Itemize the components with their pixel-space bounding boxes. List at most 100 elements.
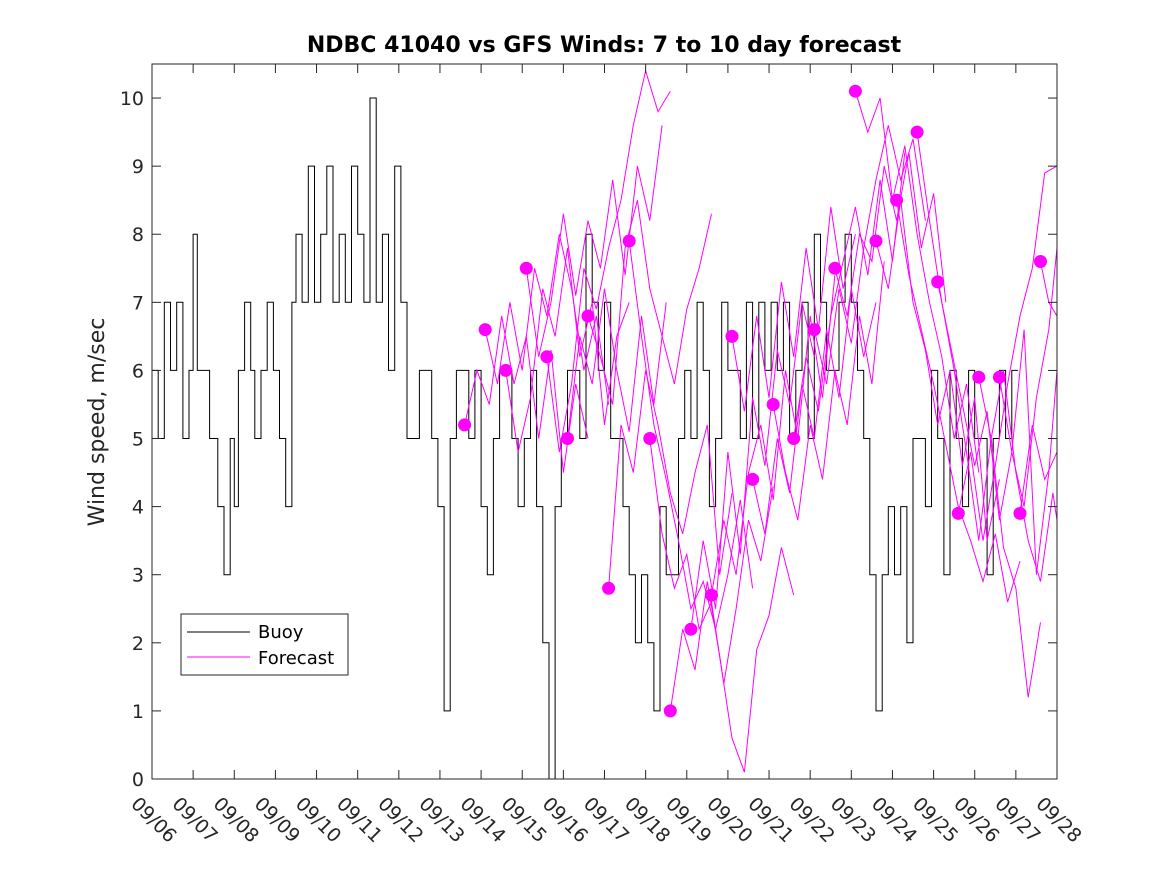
- y-axis-ticks: 0 1 2 3 4 5 6 7 8 9 10: [120, 88, 1057, 791]
- y-tick-label: 8: [132, 224, 144, 246]
- forecast-series-line: [669, 547, 795, 773]
- x-tick-label: 09/15: [497, 793, 551, 847]
- legend-forecast-label: Forecast: [258, 648, 334, 669]
- x-tick-label: 09/18: [620, 793, 674, 847]
- x-tick-label: 09/19: [661, 793, 715, 847]
- forecast-start-marker: [890, 193, 904, 207]
- forecast-series-line: [772, 261, 885, 521]
- forecast-start-marker: [1013, 506, 1027, 520]
- forecast-start-marker: [787, 432, 801, 445]
- forecast-start-marker: [705, 588, 718, 602]
- forecast-series-line: [978, 370, 1058, 582]
- legend-box: [180, 613, 349, 676]
- forecast-start-marker: [807, 323, 821, 337]
- forecast-series-line: [896, 200, 1021, 603]
- forecast-series-line: [813, 125, 926, 385]
- y-tick-label: 4: [132, 497, 144, 519]
- legend-buoy-label: Buoy: [258, 622, 304, 643]
- x-tick-label: 09/08: [209, 793, 263, 847]
- forecast-series-line: [1019, 424, 1058, 514]
- x-tick-label: 09/27: [990, 793, 1044, 847]
- legend: Buoy Forecast: [180, 613, 349, 676]
- x-tick-label: 09/12: [373, 793, 427, 847]
- forecast-start-marker: [663, 704, 677, 718]
- x-tick-label: 09/09: [250, 793, 304, 847]
- forecast-start-marker: [478, 323, 492, 337]
- x-axis-ticks: 09/0609/0709/0809/0909/1009/1109/1209/13…: [126, 64, 1086, 847]
- forecast-start-marker: [848, 84, 862, 98]
- x-tick-label: 09/06: [126, 793, 180, 847]
- forecast-series-line: [916, 132, 1041, 698]
- x-tick-label: 09/13: [414, 793, 468, 847]
- forecast-start-marker: [931, 275, 945, 289]
- forecast-series-line: [875, 200, 1000, 541]
- forecast-start-marker: [910, 125, 924, 139]
- x-tick-label: 09/21: [744, 793, 798, 847]
- forecast-start-marker: [746, 472, 760, 486]
- forecast-start-marker: [992, 370, 1006, 384]
- y-tick-label: 3: [132, 565, 144, 587]
- x-tick-label: 09/24: [867, 793, 921, 847]
- forecast-start-marker: [869, 234, 883, 248]
- x-tick-label: 09/22: [785, 793, 839, 847]
- forecast-series-line: [505, 247, 630, 453]
- y-tick-label: 2: [132, 633, 144, 655]
- x-tick-label: 09/17: [579, 793, 633, 847]
- forecast-start-marker: [458, 418, 472, 432]
- forecast-series-line: [937, 247, 1058, 521]
- x-tick-label: 09/10: [291, 793, 345, 847]
- y-tick-label: 0: [132, 769, 144, 791]
- forecast-series-line: [628, 240, 754, 630]
- forecast-start-marker: [499, 363, 513, 377]
- forecast-start-marker: [766, 398, 780, 411]
- forecast-start-marker: [561, 432, 574, 445]
- x-tick-label: 09/07: [168, 793, 222, 847]
- forecast-series-line: [546, 68, 671, 453]
- y-tick-label: 9: [132, 156, 144, 178]
- forecast-series-line: [731, 206, 856, 412]
- forecast-series-line: [690, 302, 815, 630]
- forecast-start-marker: [622, 234, 636, 248]
- buoy-series-layer: [152, 97, 1018, 780]
- x-tick-label: 09/26: [949, 793, 1003, 847]
- y-tick-label: 6: [132, 360, 144, 382]
- forecast-series-line: [711, 275, 836, 596]
- x-tick-label: 09/20: [702, 793, 756, 847]
- y-tick-label: 10: [120, 88, 144, 110]
- y-tick-label: 5: [132, 429, 144, 451]
- x-tick-label: 09/28: [1031, 793, 1085, 847]
- forecast-start-marker: [643, 432, 657, 445]
- y-tick-label: 7: [132, 292, 144, 314]
- forecast-series-line: [608, 370, 733, 589]
- forecast-series-line: [587, 200, 712, 405]
- forecast-series-line: [957, 165, 1058, 541]
- forecast-start-marker: [951, 506, 965, 520]
- y-tick-label: 1: [132, 701, 144, 723]
- chart-title: NDBC 41040 vs GFS Winds: 7 to 10 day for…: [307, 33, 902, 58]
- y-axis-label: Wind speed, m/sec: [85, 318, 110, 527]
- forecast-series-line: [567, 288, 667, 439]
- buoy-series-line: [152, 97, 1018, 780]
- x-tick-label: 09/11: [332, 793, 386, 847]
- x-tick-label: 09/16: [538, 793, 592, 847]
- forecast-series-line: [484, 234, 610, 405]
- x-tick-label: 09/14: [456, 793, 510, 847]
- forecast-series-line: [793, 152, 906, 439]
- x-tick-label: 09/25: [908, 793, 962, 847]
- forecast-series-line: [998, 329, 1058, 575]
- forecast-series-line: [834, 152, 947, 317]
- forecast-start-marker: [519, 261, 533, 275]
- forecast-series-line: [649, 438, 774, 684]
- forecast-marker-layer: [458, 84, 1047, 718]
- forecast-start-marker: [684, 622, 698, 636]
- forecast-start-marker: [1034, 255, 1047, 268]
- x-tick-label: 09/23: [826, 793, 880, 847]
- forecast-series-line: [525, 125, 663, 357]
- forecast-start-marker: [972, 370, 986, 384]
- forecast-start-marker: [725, 329, 739, 343]
- forecast-start-marker: [828, 261, 842, 275]
- forecast-start-marker: [581, 309, 595, 323]
- forecast-series-layer: [464, 68, 1058, 773]
- forecast-start-marker: [540, 350, 554, 364]
